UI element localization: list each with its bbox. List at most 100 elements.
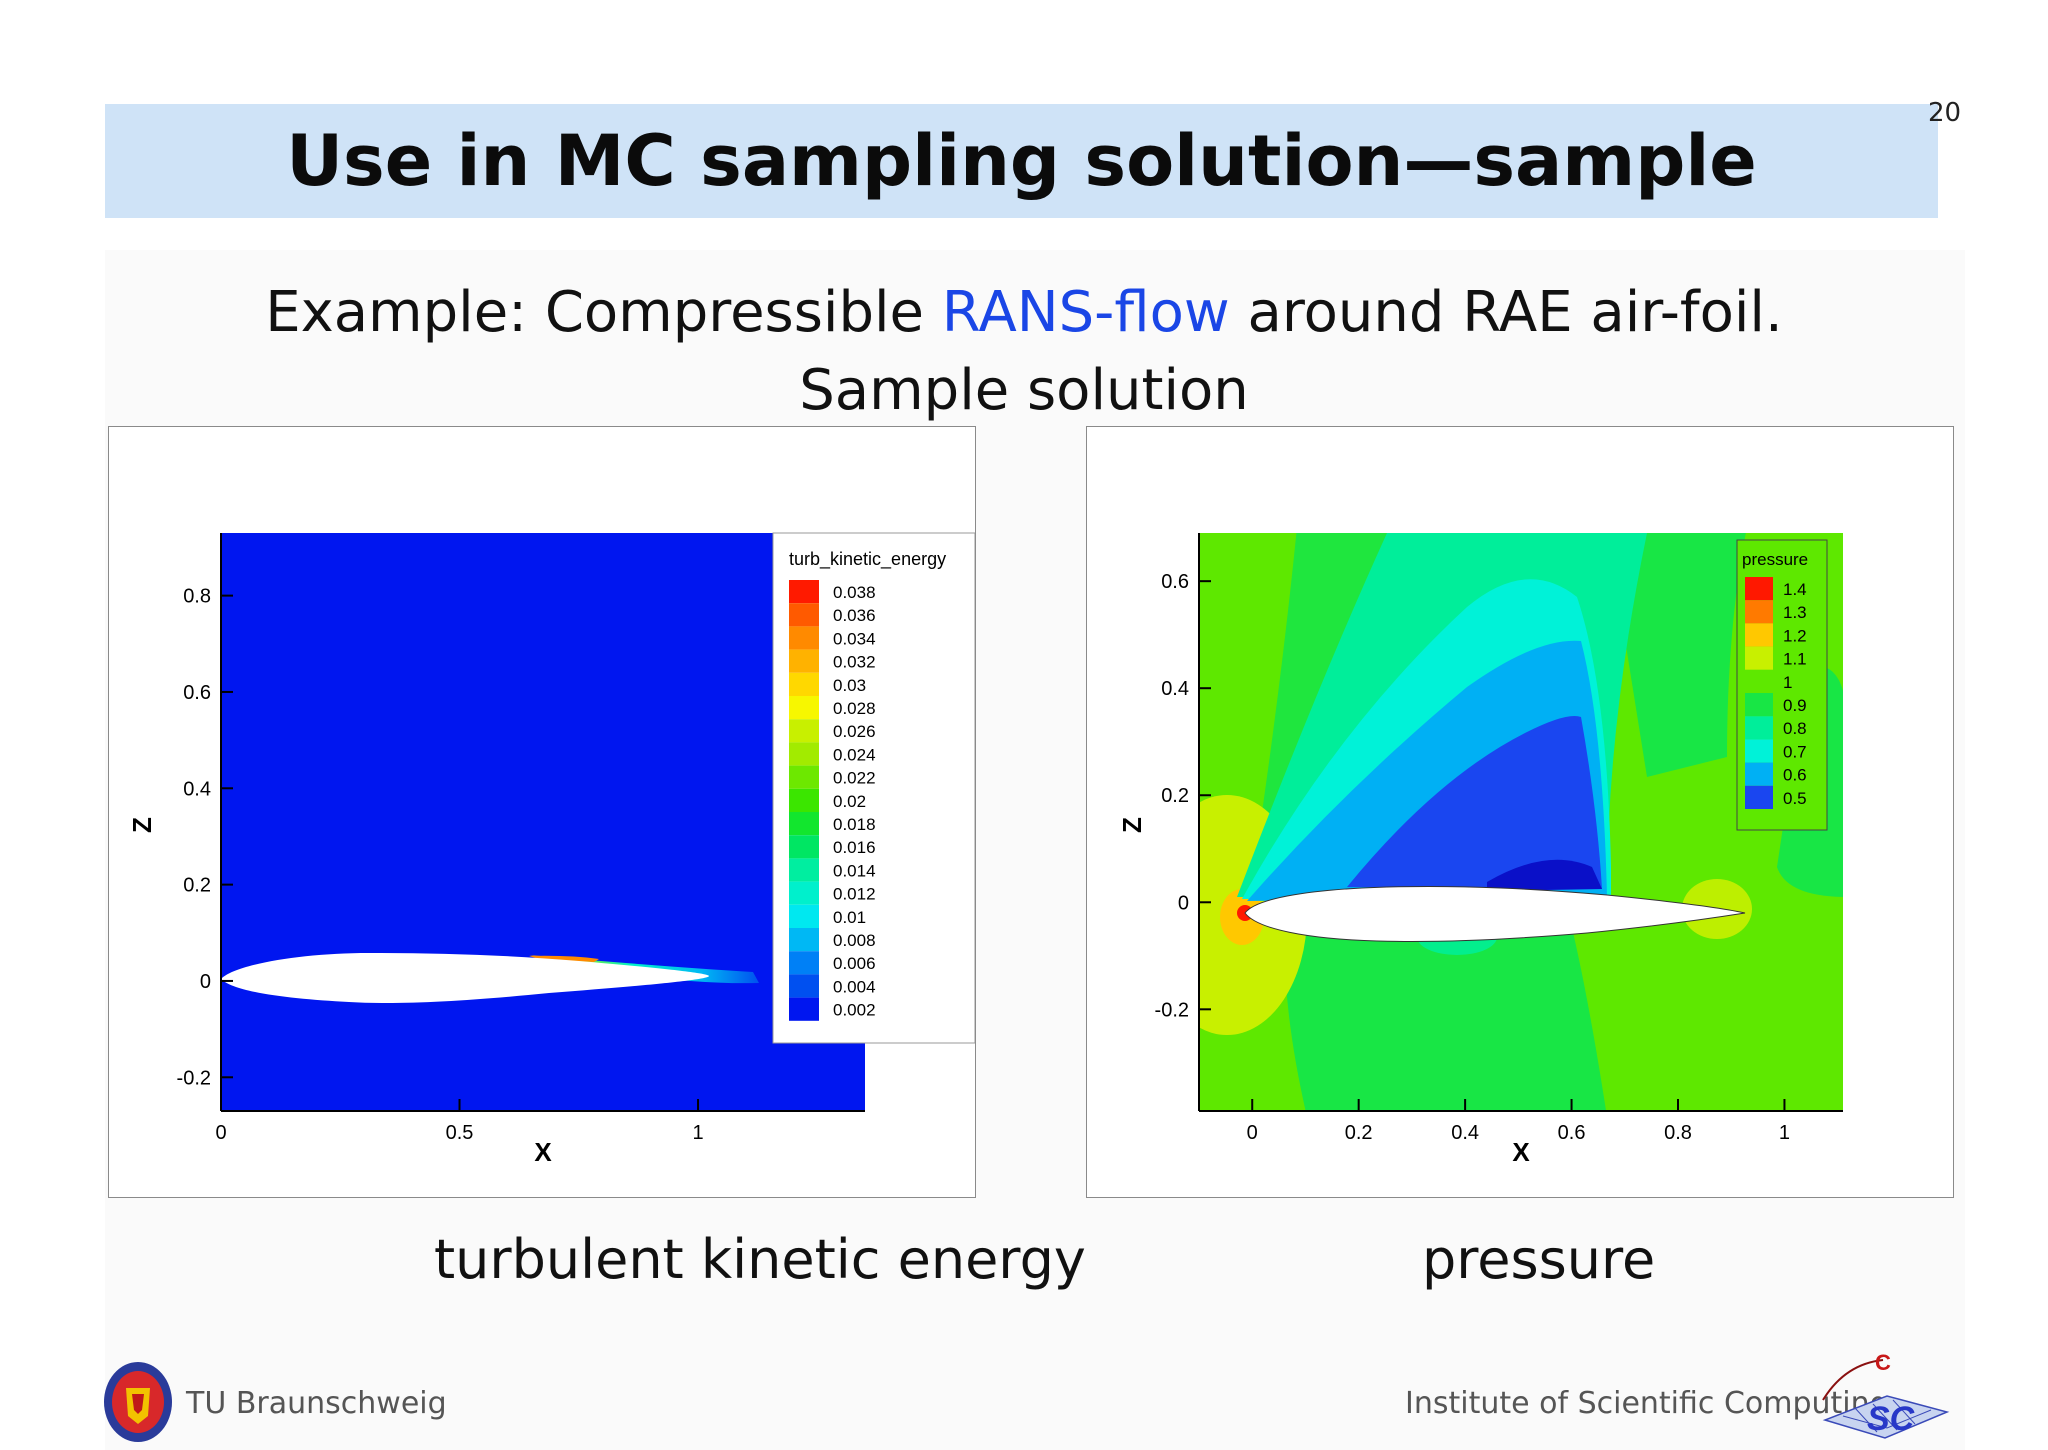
pressure-chart: 0 0.2 0.4 0.6 0.8 1 -0.2 0 0.2 0.4 0.6 X Z pressu… [1117,533,1843,1167]
tke-legend-swatch [789,742,819,766]
tke-chart: 0 0.5 1 -0.2 0 0.2 0.4 0.6 0.8 X Z turb_kinetic… [127,532,975,1167]
tke-legend-label: 0.024 [833,745,876,764]
y-tick-label: 0.2 [1161,785,1189,807]
pressure-y-label: Z [1117,817,1147,833]
tke-legend-swatch [789,626,819,650]
tke-legend-swatch [789,765,819,789]
x-tick-label: 1 [692,1122,703,1144]
tke-legend-label: 0.018 [833,815,876,834]
tke-legend-swatch [789,719,819,743]
subtitle-line-1: Example: Compressible RANS-flow around R… [0,280,2048,345]
tke-legend-label: 0.006 [833,954,876,973]
tke-legend-label: 0.026 [833,722,876,741]
svg-text:C: C [1875,1350,1891,1375]
pressure-legend-label: 1.2 [1783,626,1807,645]
footer-institute: Institute of Scientific Computing [1405,1386,1889,1421]
y-tick-label: 0.6 [1161,571,1189,593]
pressure-legend-label: 0.6 [1783,766,1807,785]
pressure-legend: pressure 1.4 1.3 1.2 1.1 1 0.9 0.8 0.7 0.6 0.5 [1736,539,1828,831]
tke-legend-swatch [789,788,819,812]
tke-legend-swatch [789,974,819,998]
y-tick-label: -0.2 [177,1067,211,1089]
tke-legend-swatch [789,904,819,928]
tke-legend-label: 0.022 [833,769,876,788]
subtitle-line-2: Sample solution [799,358,1249,423]
tke-legend-label: 0.034 [833,629,876,648]
tke-legend-swatch [789,835,819,859]
y-tick-label: 0.4 [1161,678,1189,700]
y-tick-label: 0.8 [183,586,211,608]
y-tick-label: 0.6 [183,682,211,704]
y-tick-label: 0 [1178,892,1189,914]
tke-legend-label: 0.016 [833,838,876,857]
tke-legend-label: 0.014 [833,861,876,880]
pressure-legend-swatch [1745,577,1773,601]
tke-legend-label: 0.002 [833,1001,876,1020]
tke-legend-swatch [789,951,819,975]
tu-braunschweig-seal-icon [104,1362,172,1442]
pressure-legend-label: 0.7 [1783,742,1807,761]
tke-legend-swatch [789,928,819,952]
tke-legend-label: 0.03 [833,676,866,695]
tke-legend-label: 0.008 [833,931,876,950]
caption-tke: turbulent kinetic energy [434,1228,1086,1291]
x-tick-label: 0 [1247,1122,1258,1144]
x-tick-label: 0.2 [1345,1122,1373,1144]
tke-legend-label: 0.028 [833,699,876,718]
x-tick-label: 0.6 [1558,1122,1586,1144]
y-tick-label: 0.4 [183,778,211,800]
tke-legend-swatch [789,649,819,673]
tke-legend-label: 0.01 [833,908,866,927]
tke-legend-swatch [789,997,819,1021]
pressure-legend-label: 1 [1783,673,1792,692]
tke-y-label: Z [127,817,157,833]
tke-legend: turb_kinetic_energy 0.038 0.036 0.034 0.032… [772,532,975,1044]
title-bar [105,104,1938,218]
pressure-legend-swatch [1745,646,1773,670]
tke-legend-label: 0.032 [833,653,876,672]
pressure-x-label: X [1512,1137,1530,1167]
caption-pressure: pressure [1422,1228,1656,1291]
pressure-legend-swatch [1745,693,1773,717]
pressure-legend-swatch [1745,739,1773,763]
pressure-legend-swatch [1745,762,1773,786]
x-tick-label: 0.4 [1451,1122,1479,1144]
pressure-field [1199,533,1843,1111]
pressure-legend-title: pressure [1742,550,1808,569]
pressure-legend-label: 0.9 [1783,696,1807,715]
pressure-legend-label: 1.3 [1783,603,1807,622]
tke-legend-swatch [789,672,819,696]
tke-legend-label: 0.004 [833,977,876,996]
rans-flow-link[interactable]: RANS-flow [941,280,1230,345]
pressure-legend-label: 1.1 [1783,650,1807,669]
tke-chart-panel: 0 0.5 1 -0.2 0 0.2 0.4 0.6 0.8 X Z turb_kinetic… [108,426,976,1198]
tke-legend-label: 0.036 [833,606,876,625]
y-tick-label: 0 [200,971,211,993]
tke-legend-swatch [789,603,819,627]
tke-legend-swatch [789,858,819,882]
footer-university: TU Braunschweig [186,1386,447,1421]
tke-airfoil [221,953,709,1003]
pressure-legend-label: 0.8 [1783,719,1807,738]
subtitle-prefix: Example: Compressible [265,280,942,345]
pressure-legend-swatch [1745,785,1773,809]
tke-legend-swatch [789,812,819,836]
tke-legend-swatch [789,881,819,905]
tke-legend-label: 0.012 [833,885,876,904]
page-number: 20 [1928,98,1962,128]
tke-legend-label: 0.02 [833,792,866,811]
pressure-legend-swatch [1745,600,1773,624]
subtitle-suffix: around RAE air-foil. [1229,280,1783,345]
tke-legend-label: 0.038 [833,583,876,602]
x-tick-label: 0.5 [446,1122,474,1144]
tke-x-label: X [534,1137,552,1167]
tke-legend-title: turb_kinetic_energy [789,549,946,570]
slide-title: Use in MC sampling solution—sample [286,120,1757,202]
tke-legend-swatch [789,696,819,720]
pressure-legend-swatch [1745,669,1773,693]
x-tick-label: 0.8 [1664,1122,1692,1144]
scientific-computing-logo-icon: SC C [1822,1350,1950,1439]
pressure-legend-swatch [1745,716,1773,740]
tke-wake-core [529,955,599,962]
pressure-chart-panel: 0 0.2 0.4 0.6 0.8 1 -0.2 0 0.2 0.4 0.6 X Z pressu… [1086,426,1954,1198]
